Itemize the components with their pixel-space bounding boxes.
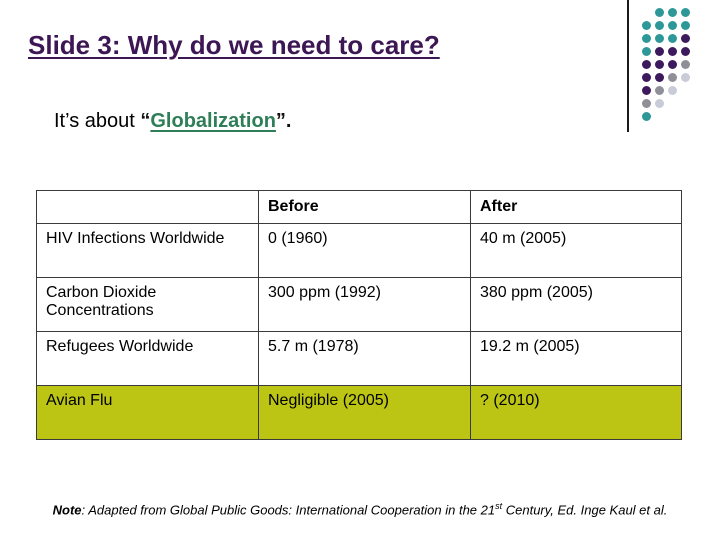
comparison-table: Before After HIV Infections Worldwide 0 … bbox=[36, 190, 682, 440]
subtitle-highlight-word: Globalization bbox=[150, 110, 276, 132]
cell-before: 300 ppm (1992) bbox=[258, 277, 471, 332]
decor-vertical-line bbox=[627, 0, 629, 132]
table-row-carbon: Carbon Dioxide Concentrations 300 ppm (1… bbox=[36, 277, 682, 332]
row-label: HIV Infections Worldwide bbox=[36, 223, 259, 278]
table-header-before: Before bbox=[258, 190, 471, 224]
row-label: Carbon Dioxide Concentrations bbox=[36, 277, 259, 332]
decorative-dot-pattern bbox=[640, 6, 700, 123]
open-quote: “ bbox=[140, 110, 151, 132]
close-quote: ”. bbox=[275, 110, 292, 132]
cell-after: 40 m (2005) bbox=[470, 223, 682, 278]
note-body: : Adapted from Global Public Goods: Inte… bbox=[81, 502, 496, 518]
table-header-blank bbox=[36, 190, 259, 224]
table-row-hiv: HIV Infections Worldwide 0 (1960) 40 m (… bbox=[36, 223, 682, 278]
footer-note: Note: Adapted from Global Public Goods: … bbox=[0, 501, 720, 517]
cell-after: 19.2 m (2005) bbox=[470, 331, 682, 386]
cell-before: 5.7 m (1978) bbox=[258, 331, 471, 386]
row-label: Avian Flu bbox=[36, 385, 259, 440]
slide-title: Slide 3: Why do we need to care? bbox=[28, 30, 440, 60]
slide-subtitle: It’s about “Globalization”. bbox=[54, 110, 291, 133]
table-row-refugees: Refugees Worldwide 5.7 m (1978) 19.2 m (… bbox=[36, 331, 682, 386]
row-label: Refugees Worldwide bbox=[36, 331, 259, 386]
cell-after: 380 ppm (2005) bbox=[470, 277, 682, 332]
table-header-after: After bbox=[470, 190, 682, 224]
note-body-end: Century, Ed. Inge Kaul et al. bbox=[502, 502, 668, 518]
table-header-row: Before After bbox=[36, 190, 682, 224]
cell-before: 0 (1960) bbox=[258, 223, 471, 278]
subtitle-prefix: It’s about bbox=[54, 110, 141, 132]
note-superscript: st bbox=[495, 501, 503, 511]
cell-before: Negligible (2005) bbox=[258, 385, 471, 440]
cell-after: ? (2010) bbox=[470, 385, 682, 440]
table-row-avian-flu-highlighted: Avian Flu Negligible (2005) ? (2010) bbox=[36, 385, 682, 440]
note-label: Note bbox=[52, 502, 82, 518]
